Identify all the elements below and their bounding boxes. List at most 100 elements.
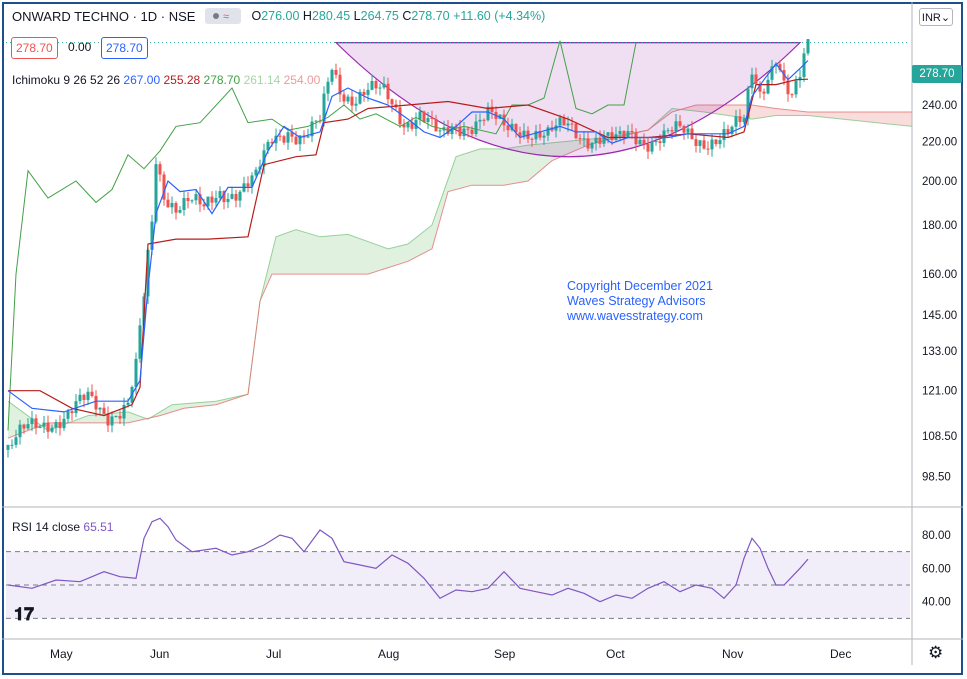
ichimoku-lead1-value: 261.14: [243, 73, 281, 87]
candle-body: [122, 404, 126, 419]
candle-body: [602, 135, 606, 144]
candle-body: [126, 402, 130, 405]
rsi-legend[interactable]: RSI 14 close 65.51: [12, 520, 113, 534]
candle-body: [562, 117, 566, 126]
candle-body: [322, 93, 326, 122]
candle-body: [714, 139, 718, 145]
candle-body: [94, 395, 98, 410]
candle-body: [458, 126, 462, 137]
candle-body: [722, 129, 726, 141]
candle-body: [762, 91, 766, 94]
price-tick-label: 200.00: [922, 176, 957, 188]
candle-body: [682, 126, 686, 133]
candle-body: [150, 221, 154, 250]
candle-body: [654, 141, 658, 143]
candle-body: [370, 80, 374, 90]
price-tick-label: 108.50: [922, 431, 957, 443]
candle-body: [774, 64, 778, 67]
candle-body: [154, 164, 158, 222]
candle-body: [570, 123, 574, 125]
candle-body: [58, 422, 62, 429]
rsi-line: [7, 517, 809, 603]
copyright-note: Copyright December 2021 Waves Strategy A…: [567, 279, 713, 324]
candle-body: [110, 416, 114, 426]
candle-body: [158, 164, 162, 175]
candle-body: [246, 183, 250, 187]
candle-body: [590, 142, 594, 149]
candle-body: [42, 422, 46, 427]
rsi-tick-label: 40.00: [922, 597, 951, 609]
candle-body: [198, 194, 202, 205]
candle-body: [22, 424, 26, 429]
sell-price-button[interactable]: 278.70: [11, 37, 58, 59]
rsi-label: RSI 14 close: [12, 520, 81, 534]
candle-body: [358, 91, 362, 104]
month-tick-label: Jul: [266, 647, 281, 661]
change-value: +11.60 (+4.34%): [453, 9, 546, 23]
price-tick-label: 121.00: [922, 386, 957, 398]
symbol-title[interactable]: ONWARD TECHNO · 1D · NSE: [12, 8, 196, 24]
candle-body: [346, 96, 350, 102]
candle-body: [186, 197, 190, 202]
candle-body: [422, 111, 426, 122]
candle-body: [210, 196, 214, 203]
candle-body: [706, 148, 710, 150]
candle-body: [618, 131, 622, 135]
open-value: 276.00: [261, 9, 300, 23]
candle-body: [730, 126, 734, 134]
candle-body: [430, 117, 434, 119]
low-value: 264.75: [360, 9, 399, 23]
candle-body: [534, 131, 538, 140]
candle-body: [650, 141, 654, 152]
candle-body: [350, 96, 354, 106]
month-tick-label: Dec: [830, 647, 851, 661]
candle-body: [134, 358, 138, 387]
candle-body: [310, 121, 314, 137]
candle-body: [402, 124, 406, 128]
price-tick-label: 145.00: [922, 310, 957, 322]
candle-body: [662, 130, 666, 144]
compare-icon[interactable]: ≈: [205, 8, 242, 24]
candle-body: [586, 138, 590, 149]
candle-body: [606, 132, 610, 136]
candle-body: [734, 116, 738, 127]
candle-body: [414, 119, 418, 129]
candle-body: [178, 210, 182, 213]
candle-body: [38, 426, 42, 429]
candle-body: [718, 140, 722, 145]
candle-body: [146, 249, 150, 297]
candle-body: [542, 135, 546, 138]
candle-body: [190, 200, 194, 202]
candle-body: [202, 204, 206, 207]
candle-body: [798, 77, 802, 81]
price-tick-label: 98.50: [922, 472, 951, 484]
gear-icon[interactable]: ⚙: [928, 643, 944, 662]
candle-body: [34, 418, 38, 429]
month-tick-label: Aug: [378, 647, 399, 661]
ichimoku-lagging-value: 278.70: [203, 73, 241, 87]
candle-body: [582, 138, 586, 140]
candle-body: [738, 116, 742, 123]
candle-body: [486, 106, 490, 121]
ichimoku-legend[interactable]: Ichimoku 9 26 52 26 267.00 255.28 278.70…: [12, 73, 320, 87]
candle-body: [478, 119, 482, 122]
candle-body: [106, 413, 110, 426]
candle-body: [214, 198, 218, 203]
candle-body: [298, 135, 302, 145]
candle-body: [578, 138, 582, 140]
currency-dropdown[interactable]: INR⌄: [919, 8, 953, 26]
price-tick-label: 220.00: [922, 136, 957, 148]
candle-body: [366, 89, 370, 95]
candle-body: [698, 140, 702, 146]
candle-body: [778, 64, 782, 71]
candle-body: [754, 74, 758, 84]
candle-body: [390, 99, 394, 105]
price-tick-label: 160.00: [922, 269, 957, 281]
senkou-span-b-line: [7, 104, 912, 439]
candle-body: [62, 418, 66, 429]
cup-arc-annotation: [334, 42, 802, 158]
month-tick-label: May: [50, 647, 73, 661]
buy-price-button[interactable]: 278.70: [101, 37, 148, 59]
tradingview-logo-icon[interactable]: 𝟏𝟕: [14, 604, 35, 624]
